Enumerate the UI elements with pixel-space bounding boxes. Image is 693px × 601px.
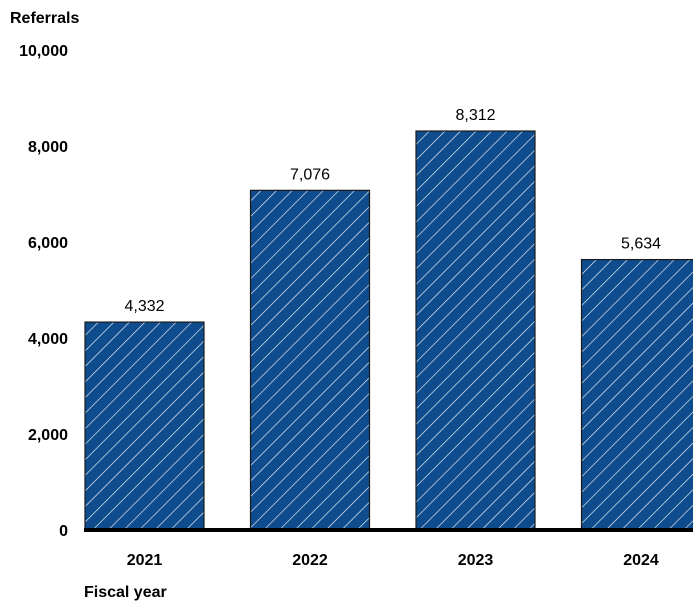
x-tick-label: 2024 xyxy=(623,552,659,569)
y-tick-label: 10,000 xyxy=(19,43,68,60)
y-axis-ticks: 0 2,000 4,000 6,000 8,000 10,000 xyxy=(19,43,68,540)
bar xyxy=(249,189,371,531)
x-tick-label: 2022 xyxy=(292,552,328,569)
x-tick-label: 2021 xyxy=(127,552,163,569)
x-tick-label: 2023 xyxy=(458,552,494,569)
bar-value-label: 7,076 xyxy=(290,166,330,183)
bar-value-label: 5,634 xyxy=(621,236,661,253)
y-tick-label: 0 xyxy=(59,523,68,540)
bar-value-label: 4,332 xyxy=(124,298,164,315)
x-axis-title: Fiscal year xyxy=(84,584,167,601)
y-tick-label: 8,000 xyxy=(28,139,68,156)
bars xyxy=(84,130,693,531)
bar xyxy=(580,258,693,531)
bar-value-label: 8,312 xyxy=(455,107,495,124)
y-tick-label: 2,000 xyxy=(28,427,68,444)
y-tick-label: 4,000 xyxy=(28,331,68,348)
value-labels: 4,332 7,076 8,312 5,634 xyxy=(124,107,661,315)
bar xyxy=(415,130,536,531)
bar xyxy=(84,321,205,531)
y-axis-title: Referrals xyxy=(10,10,79,27)
x-axis-ticks: 2021 2022 2023 2024 xyxy=(127,552,659,569)
y-tick-label: 6,000 xyxy=(28,235,68,252)
